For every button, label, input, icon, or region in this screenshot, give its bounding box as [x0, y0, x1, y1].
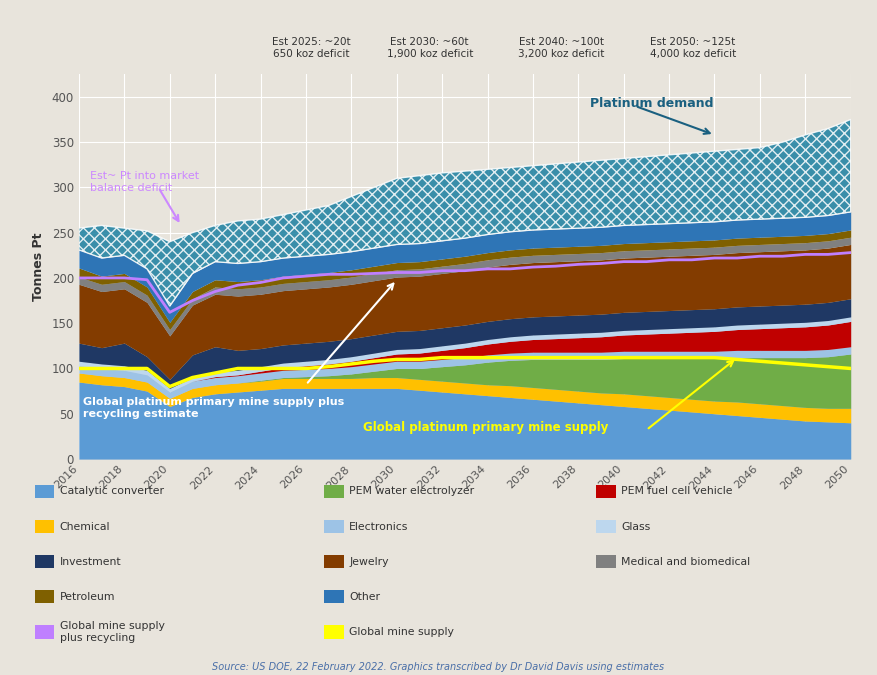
Text: Other: Other [349, 592, 380, 601]
Text: Global platinum primary mine supply: Global platinum primary mine supply [363, 421, 608, 433]
Text: Global mine supply: Global mine supply [349, 627, 454, 637]
Text: Est 2030: ~60t
1,900 koz deficit: Est 2030: ~60t 1,900 koz deficit [387, 37, 473, 59]
Text: Est~ Pt into market
balance deficit: Est~ Pt into market balance deficit [90, 171, 199, 193]
Text: Investment: Investment [60, 557, 121, 566]
Text: Electronics: Electronics [349, 522, 409, 531]
Text: Medical and biomedical: Medical and biomedical [621, 557, 750, 566]
Text: Est 2040: ~100t
3,200 koz deficit: Est 2040: ~100t 3,200 koz deficit [518, 37, 604, 59]
Text: PEM fuel cell vehicle: PEM fuel cell vehicle [621, 487, 732, 496]
Text: Est 2025: ~20t
650 koz deficit: Est 2025: ~20t 650 koz deficit [272, 37, 351, 59]
Y-axis label: Tonnes Pt: Tonnes Pt [32, 232, 45, 301]
Text: Source: US DOE, 22 February 2022. Graphics transcribed by Dr David Davis using e: Source: US DOE, 22 February 2022. Graphi… [212, 662, 665, 672]
Text: Petroleum: Petroleum [60, 592, 115, 601]
Text: Platinum demand: Platinum demand [589, 97, 713, 110]
Text: Catalytic converter: Catalytic converter [60, 487, 164, 496]
Text: Global mine supply
plus recycling: Global mine supply plus recycling [60, 621, 165, 643]
Text: Glass: Glass [621, 522, 650, 531]
Text: Global platinum primary mine supply plus
recycling estimate: Global platinum primary mine supply plus… [83, 398, 345, 419]
Text: Chemical: Chemical [60, 522, 111, 531]
Text: Jewelry: Jewelry [349, 557, 389, 566]
Text: PEM water electrolyzer: PEM water electrolyzer [349, 487, 474, 496]
Text: Est 2050: ~125t
4,000 koz deficit: Est 2050: ~125t 4,000 koz deficit [650, 37, 736, 59]
